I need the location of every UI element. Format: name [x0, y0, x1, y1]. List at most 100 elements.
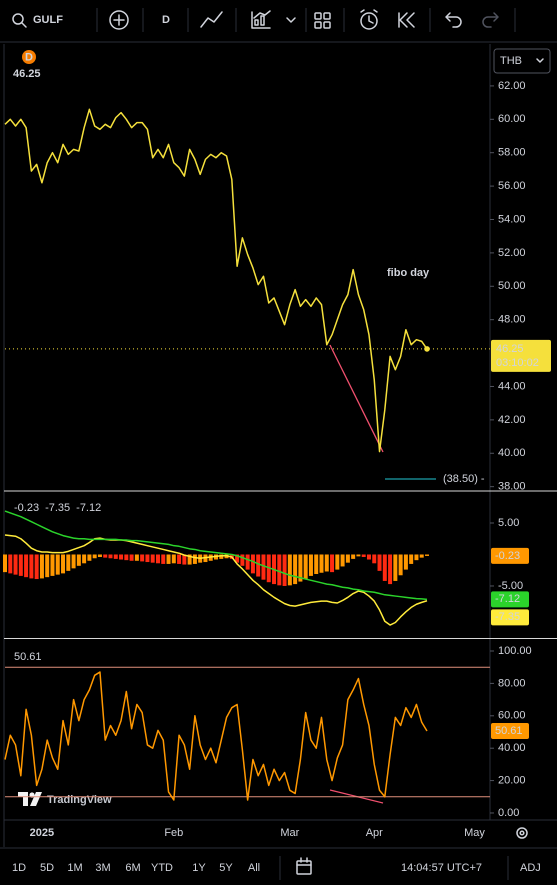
histogram-bar	[409, 554, 414, 564]
histogram-bar	[13, 554, 18, 575]
histogram-bar	[129, 554, 134, 561]
histogram-bar	[377, 554, 382, 571]
histogram-bar	[166, 554, 171, 564]
histogram-bar	[103, 554, 108, 558]
y-tick-label: 100.00	[498, 645, 532, 657]
range-button[interactable]: 5Y	[219, 862, 233, 874]
interval-button[interactable]: D	[162, 14, 170, 26]
range-button[interactable]: All	[248, 862, 260, 874]
histogram-bar	[29, 554, 34, 579]
histogram-bar	[308, 554, 313, 576]
histogram-bar	[92, 554, 97, 559]
histogram-bar	[108, 554, 113, 559]
range-button[interactable]: 1Y	[192, 862, 206, 874]
histogram-bar	[187, 554, 192, 565]
histogram-bar	[277, 554, 282, 586]
histogram-bar	[351, 554, 356, 559]
histogram-bar	[24, 554, 29, 578]
series-line	[4, 534, 428, 626]
x-tick-label: Apr	[366, 827, 383, 839]
trend-line[interactable]	[329, 344, 384, 453]
histogram-bar	[403, 554, 408, 570]
histogram-bar	[50, 554, 55, 576]
histogram-bar	[425, 554, 429, 556]
histogram-bar	[8, 554, 13, 574]
y-tick-label: 60.00	[498, 710, 526, 722]
histogram-bar	[235, 554, 240, 563]
histogram-bar	[45, 554, 50, 578]
y-tick-label: 58.00	[498, 147, 526, 159]
y-tick-label: 50.00	[498, 280, 526, 292]
x-tick-label: 2025	[30, 827, 54, 839]
histogram-bar	[82, 554, 87, 564]
compare-button[interactable]	[109, 10, 129, 30]
y-tick-label: 48.00	[498, 314, 526, 326]
histogram-bar	[140, 554, 145, 562]
settings-button[interactable]	[516, 827, 528, 839]
price-legend: 46.25	[13, 68, 41, 80]
histogram-bar	[314, 554, 319, 575]
value-box	[491, 591, 529, 608]
histogram-bar	[71, 554, 76, 569]
histogram-bar	[119, 554, 124, 560]
histogram-bar	[419, 554, 424, 558]
value-box-label: 50.61	[495, 725, 523, 737]
alert-button[interactable]	[360, 9, 378, 30]
histogram-bar	[345, 554, 350, 563]
price-box	[491, 339, 551, 372]
y-tick-label: -5.00	[498, 580, 523, 592]
histogram-bar	[340, 554, 345, 567]
histogram-bar	[124, 554, 129, 561]
interval-badge: D	[25, 51, 33, 63]
histogram-bar	[34, 554, 39, 580]
histogram-bar	[171, 554, 176, 564]
y-tick-label: 42.00	[498, 414, 526, 426]
indicators-dropdown[interactable]	[286, 17, 296, 23]
series-line	[4, 108, 428, 453]
replay-button[interactable]	[398, 12, 415, 28]
undo-button[interactable]	[445, 12, 462, 28]
interval-badge-bg	[22, 50, 36, 64]
redo-button[interactable]	[482, 12, 499, 28]
histogram-bar	[366, 554, 371, 560]
histogram-bar	[97, 554, 102, 558]
macd-legend: -7.12	[76, 502, 101, 514]
histogram-bar	[219, 554, 224, 559]
histogram-bar	[182, 554, 187, 565]
range-button[interactable]: 6M	[125, 862, 140, 874]
last-point	[424, 346, 430, 352]
currency-select[interactable]: THB	[493, 48, 551, 74]
adjust-toggle[interactable]: ADJ	[520, 862, 541, 874]
histogram-bar	[393, 554, 398, 581]
annotation: fibo day	[387, 267, 430, 279]
symbol-search[interactable]: GULF	[12, 13, 63, 28]
histogram-bar	[250, 554, 255, 574]
histogram-bar	[66, 554, 71, 571]
histogram-bar	[414, 554, 419, 561]
y-tick-label: 38.00	[498, 481, 526, 493]
y-tick-label: 56.00	[498, 180, 526, 192]
range-button[interactable]: 1D	[12, 862, 26, 874]
value-box-label: -0.23	[495, 550, 520, 562]
x-tick-label: Mar	[280, 827, 299, 839]
countdown: 03:10:02	[496, 357, 539, 369]
histogram-bar	[388, 554, 393, 585]
histogram-bar	[113, 554, 118, 559]
currency: THB	[500, 55, 522, 67]
range-button[interactable]: 5D	[40, 862, 54, 874]
chart-type-button[interactable]	[200, 11, 223, 28]
layout-button[interactable]	[314, 12, 331, 29]
price-box-value: 46.25	[496, 343, 524, 355]
histogram-bar	[155, 554, 160, 564]
range-button[interactable]: YTD	[151, 862, 173, 874]
value-box	[491, 723, 529, 740]
range-button[interactable]: 1M	[67, 862, 82, 874]
x-tick-label: May	[464, 827, 485, 839]
histogram-bar	[55, 554, 60, 575]
clock[interactable]: 14:04:57 UTC+7	[401, 862, 482, 874]
indicators-button[interactable]	[251, 10, 271, 29]
range-button[interactable]: 3M	[95, 862, 110, 874]
date-range-button[interactable]	[296, 857, 312, 875]
